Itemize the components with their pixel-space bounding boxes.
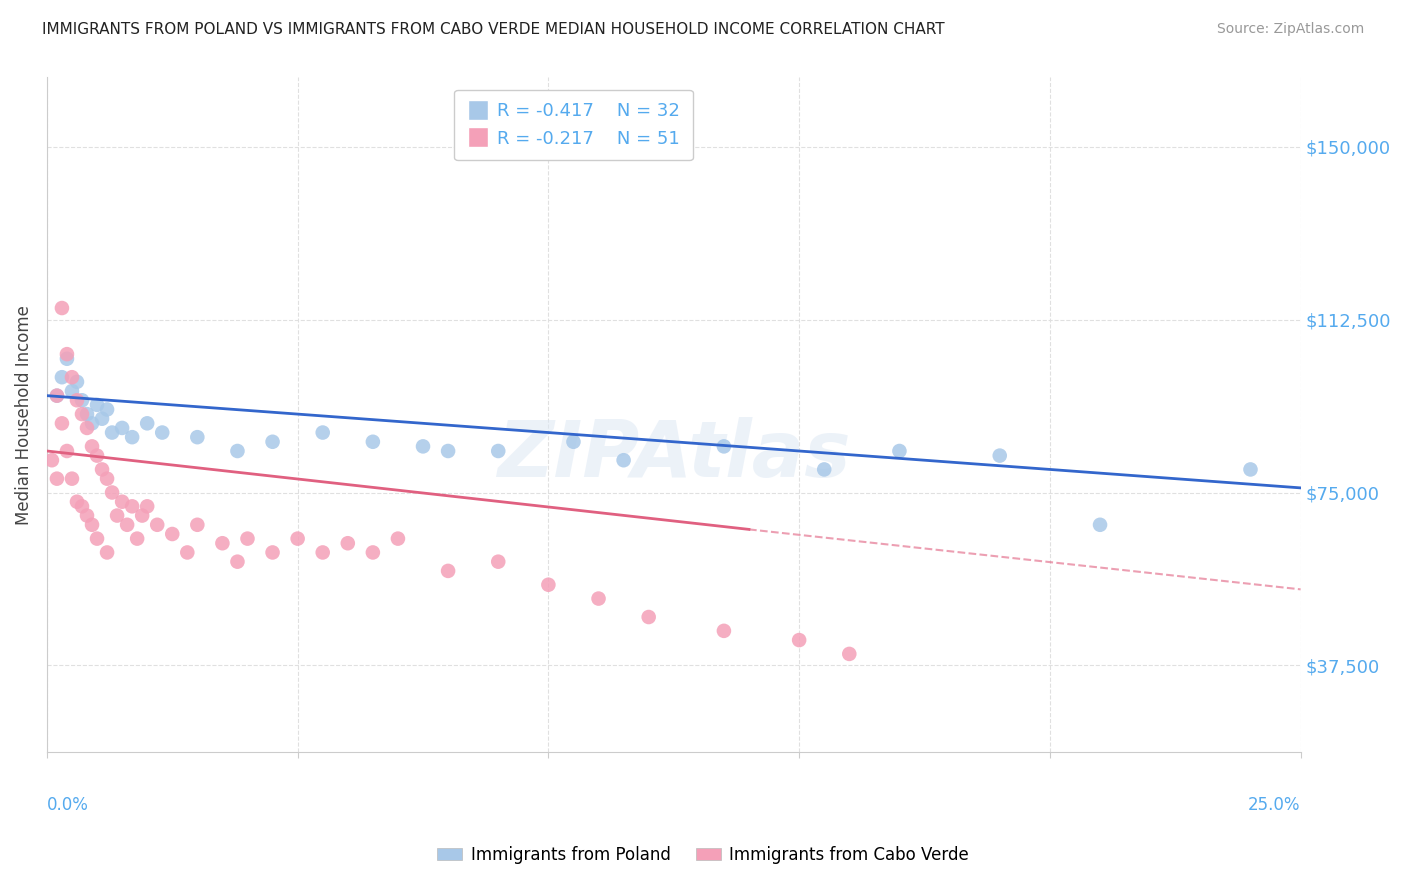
Point bbox=[211, 536, 233, 550]
Text: Source: ZipAtlas.com: Source: ZipAtlas.com bbox=[1216, 22, 1364, 37]
Point bbox=[96, 545, 118, 559]
Point bbox=[86, 532, 108, 546]
Point bbox=[813, 462, 835, 476]
Point bbox=[91, 411, 114, 425]
Point bbox=[713, 439, 735, 453]
Point bbox=[131, 508, 153, 523]
Point bbox=[60, 472, 83, 486]
Point bbox=[588, 591, 610, 606]
Point bbox=[486, 555, 509, 569]
Point bbox=[76, 421, 98, 435]
Point bbox=[96, 402, 118, 417]
Point bbox=[45, 389, 67, 403]
Point bbox=[613, 453, 636, 467]
Point bbox=[361, 434, 384, 449]
Point bbox=[105, 508, 128, 523]
Point bbox=[312, 545, 335, 559]
Point bbox=[387, 532, 409, 546]
Point bbox=[361, 545, 384, 559]
Point bbox=[988, 449, 1011, 463]
Point bbox=[60, 384, 83, 398]
Point bbox=[51, 301, 73, 315]
Point bbox=[60, 370, 83, 384]
Point bbox=[121, 500, 143, 514]
Point bbox=[76, 407, 98, 421]
Point bbox=[437, 444, 460, 458]
Point bbox=[111, 494, 134, 508]
Point bbox=[127, 532, 149, 546]
Point bbox=[150, 425, 173, 440]
Point bbox=[80, 439, 103, 453]
Point bbox=[176, 545, 198, 559]
Point bbox=[86, 398, 108, 412]
Y-axis label: Median Household Income: Median Household Income bbox=[15, 305, 32, 524]
Point bbox=[236, 532, 259, 546]
Point bbox=[111, 421, 134, 435]
Point bbox=[437, 564, 460, 578]
Point bbox=[336, 536, 359, 550]
Point bbox=[45, 472, 67, 486]
Point bbox=[101, 485, 124, 500]
Point bbox=[70, 407, 93, 421]
Point bbox=[412, 439, 434, 453]
Point bbox=[838, 647, 860, 661]
Point bbox=[80, 417, 103, 431]
Point bbox=[1088, 517, 1111, 532]
Point bbox=[226, 555, 249, 569]
Point bbox=[146, 517, 169, 532]
Point bbox=[226, 444, 249, 458]
Point bbox=[101, 425, 124, 440]
Point bbox=[51, 417, 73, 431]
Point bbox=[76, 508, 98, 523]
Point bbox=[41, 453, 63, 467]
Point bbox=[56, 347, 79, 361]
Point bbox=[70, 500, 93, 514]
Point bbox=[80, 517, 103, 532]
Text: ZIPAtlas: ZIPAtlas bbox=[496, 417, 851, 493]
Point bbox=[66, 494, 89, 508]
Point bbox=[262, 545, 284, 559]
Point bbox=[96, 472, 118, 486]
Point bbox=[787, 633, 810, 648]
Point bbox=[66, 375, 89, 389]
Point bbox=[1239, 462, 1261, 476]
Point bbox=[486, 444, 509, 458]
Text: 25.0%: 25.0% bbox=[1249, 796, 1301, 814]
Legend: R = -0.417    N = 32, R = -0.217    N = 51: R = -0.417 N = 32, R = -0.217 N = 51 bbox=[454, 90, 693, 161]
Point bbox=[56, 351, 79, 366]
Point bbox=[136, 500, 159, 514]
Point bbox=[91, 462, 114, 476]
Point bbox=[70, 393, 93, 408]
Point bbox=[287, 532, 309, 546]
Point bbox=[537, 578, 560, 592]
Point bbox=[136, 417, 159, 431]
Point bbox=[186, 517, 208, 532]
Point bbox=[162, 527, 184, 541]
Point bbox=[86, 449, 108, 463]
Point bbox=[889, 444, 911, 458]
Text: 0.0%: 0.0% bbox=[46, 796, 89, 814]
Point bbox=[262, 434, 284, 449]
Point bbox=[312, 425, 335, 440]
Point bbox=[186, 430, 208, 444]
Point bbox=[51, 370, 73, 384]
Point bbox=[66, 393, 89, 408]
Point bbox=[637, 610, 659, 624]
Point bbox=[115, 517, 138, 532]
Legend: Immigrants from Poland, Immigrants from Cabo Verde: Immigrants from Poland, Immigrants from … bbox=[430, 839, 976, 871]
Point bbox=[713, 624, 735, 638]
Point bbox=[562, 434, 585, 449]
Point bbox=[121, 430, 143, 444]
Text: IMMIGRANTS FROM POLAND VS IMMIGRANTS FROM CABO VERDE MEDIAN HOUSEHOLD INCOME COR: IMMIGRANTS FROM POLAND VS IMMIGRANTS FRO… bbox=[42, 22, 945, 37]
Point bbox=[45, 389, 67, 403]
Point bbox=[56, 444, 79, 458]
